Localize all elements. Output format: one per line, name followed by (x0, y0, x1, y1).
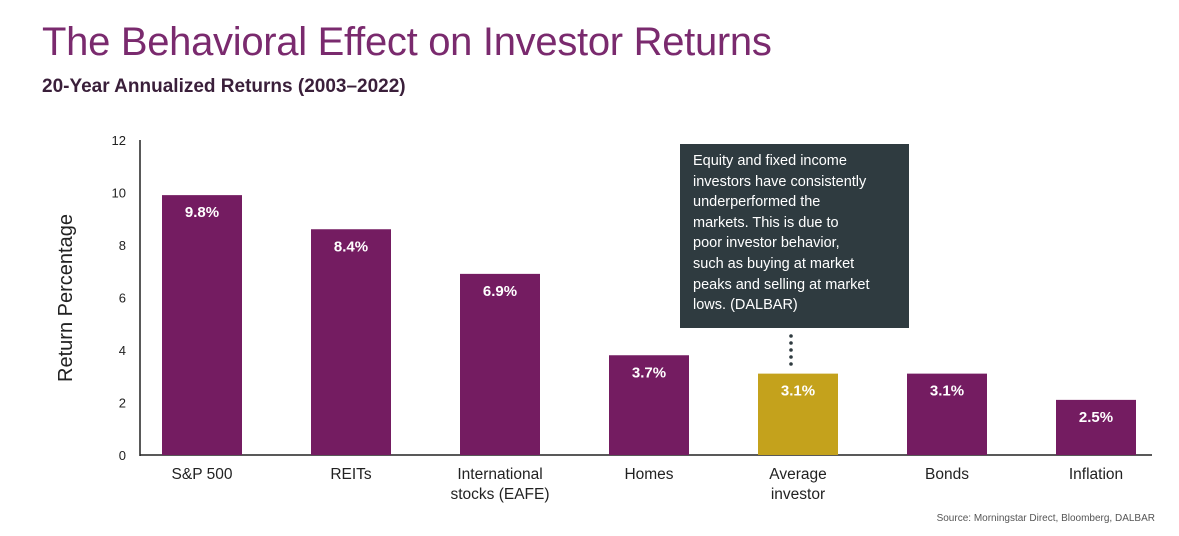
bar-value-label: 2.5% (1079, 409, 1113, 426)
bar (311, 229, 391, 455)
bar-value-label: 6.9% (483, 283, 517, 300)
x-tick-label: Homes (624, 466, 673, 483)
connector-dot (789, 348, 793, 352)
y-tick-label: 0 (119, 448, 126, 463)
x-tick-label: investor (771, 486, 825, 503)
annotation-callout: Equity and fixed income investors have co… (680, 144, 909, 328)
x-tick-label: Average (769, 466, 826, 483)
y-tick-label: 12 (112, 133, 126, 148)
bar-value-label: 3.1% (930, 383, 964, 400)
x-tick-label: Inflation (1069, 466, 1123, 483)
callout-line: investors have consistently (693, 173, 867, 190)
callout-line: Equity and fixed income (693, 153, 847, 169)
x-tick-label: Bonds (925, 466, 969, 483)
bars (162, 195, 1136, 455)
bar-value-label: 3.7% (632, 364, 666, 381)
y-tick-label: 2 (119, 396, 126, 411)
chart-subtitle: 20-Year Annualized Returns (2003–2022) (42, 76, 406, 97)
y-tick-label: 6 (119, 291, 126, 306)
connector-dot (789, 355, 793, 359)
callout-line: poor investor behavior, (693, 235, 840, 252)
chart-title: The Behavioral Effect on Investor Return… (42, 20, 772, 64)
connector-dot (789, 341, 793, 345)
callout-connector (789, 334, 793, 366)
bar (907, 373, 987, 455)
bar (758, 373, 838, 455)
bar-value-labels: 9.8% 8.4% 6.9% 3.7% 3.1% 3.1% 2.5% (185, 204, 1113, 426)
callout-line: lows. (DALBAR) (693, 297, 798, 314)
x-tick-label: stocks (EAFE) (450, 486, 549, 503)
bar-value-label: 3.1% (781, 383, 815, 400)
bar (609, 355, 689, 455)
x-tick-label: S&P 500 (172, 466, 233, 483)
bar (1056, 399, 1136, 455)
bar (460, 273, 540, 455)
y-tick-label: 8 (119, 238, 126, 253)
bar (162, 195, 242, 455)
callout-line: underperformed the (693, 194, 821, 211)
x-tick-label: International (457, 466, 542, 483)
bar-value-label: 8.4% (334, 238, 368, 255)
y-tick-label: 4 (119, 343, 126, 358)
source-note: Source: Morningstar Direct, Bloomberg, D… (936, 513, 1155, 524)
y-axis-label: Return Percentage (55, 214, 77, 382)
callout-line: markets. This is due to (693, 214, 839, 231)
callout-line: such as buying at market (693, 255, 855, 272)
bar-value-label: 9.8% (185, 204, 219, 221)
x-tick-labels: S&P 500 REITs International stocks (EAFE) Ho… (172, 466, 1124, 503)
x-tick-label: REITs (330, 466, 372, 483)
connector-dot (789, 334, 793, 338)
connector-dot (789, 362, 793, 366)
y-tick-label: 10 (112, 186, 126, 201)
callout-line: peaks and selling at market (693, 276, 870, 293)
